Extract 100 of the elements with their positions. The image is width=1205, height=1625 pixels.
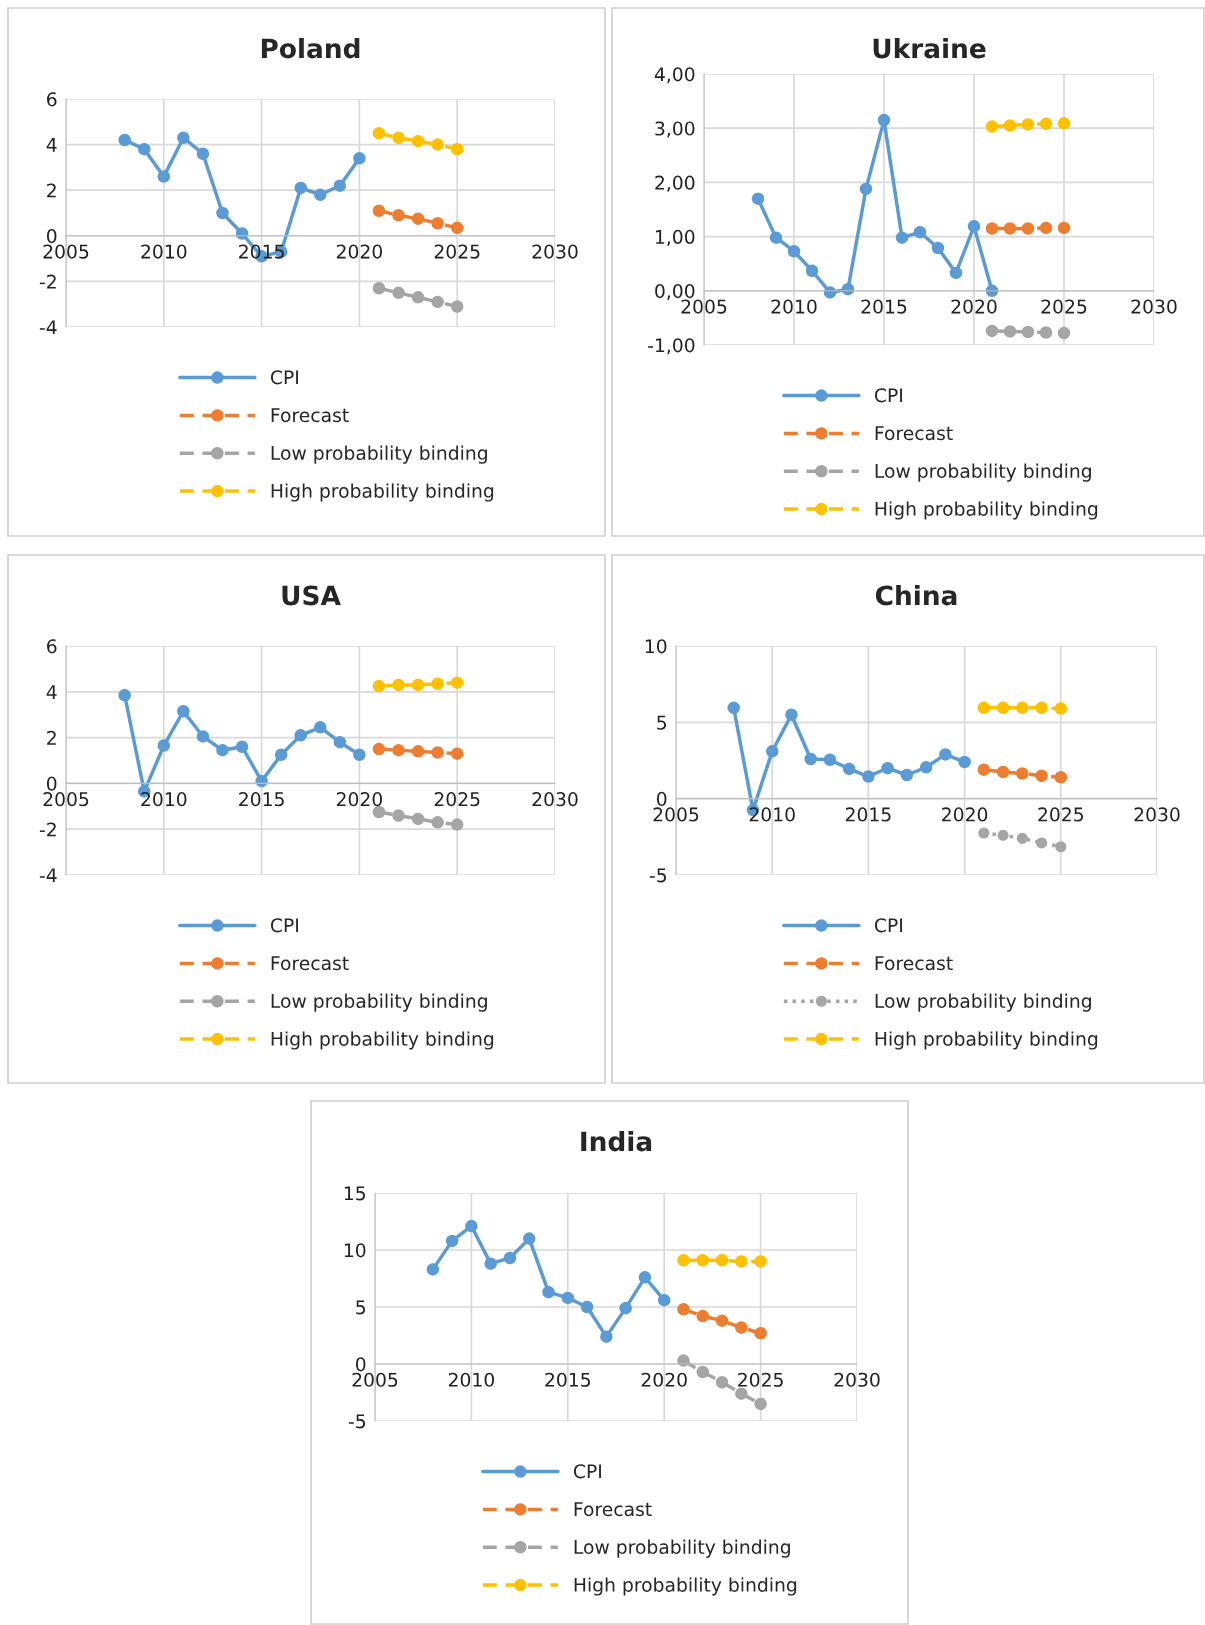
y-tick-label: 15 — [344, 1186, 366, 1201]
x-tick-label: 2030 — [532, 792, 578, 807]
point — [1039, 326, 1053, 339]
y-tick-label: 10 — [645, 639, 667, 654]
legend-label: Forecast — [875, 426, 953, 441]
point — [735, 1255, 748, 1268]
point — [842, 762, 856, 776]
chart-title: India — [581, 1130, 652, 1152]
y-tick-label: 6 — [47, 92, 57, 107]
point — [715, 1375, 729, 1389]
point — [314, 721, 327, 734]
point — [431, 677, 444, 691]
point — [785, 708, 798, 721]
y-tick-label: 3,00 — [655, 121, 695, 138]
x-tick-label: 2005 — [43, 244, 89, 259]
point — [157, 739, 171, 752]
point — [967, 220, 981, 233]
point — [235, 740, 249, 754]
legend-label: CPI — [874, 918, 902, 933]
point — [997, 829, 1009, 841]
x-tick-label: 2030 — [1134, 807, 1180, 822]
point — [985, 222, 999, 235]
x-tick-label: 2020 — [641, 1372, 687, 1387]
point — [411, 212, 425, 225]
point — [333, 735, 347, 749]
point — [735, 1387, 748, 1400]
point — [392, 809, 405, 822]
point — [392, 209, 405, 222]
point — [372, 742, 386, 756]
legend-label: Low probability binding — [875, 993, 1091, 1012]
x-tick-label: 2010 — [749, 807, 795, 822]
point — [294, 729, 307, 742]
x-tick-label: 2010 — [771, 299, 817, 314]
point — [580, 1300, 594, 1314]
point — [1057, 221, 1071, 235]
point — [450, 747, 464, 760]
y-tick-label: -1,00 — [648, 338, 695, 355]
point — [977, 763, 991, 776]
point — [561, 1291, 575, 1305]
point — [638, 1271, 652, 1284]
y-tick-label: 4,00 — [654, 67, 695, 84]
chart-title: Poland — [261, 37, 360, 59]
point — [196, 730, 210, 743]
point — [1016, 701, 1029, 715]
point — [255, 774, 268, 788]
y-tick-label: 1,00 — [655, 229, 695, 246]
point — [1035, 701, 1048, 715]
point — [372, 281, 386, 295]
point — [450, 300, 464, 313]
x-tick-label: 2020 — [942, 807, 988, 822]
point — [177, 131, 190, 145]
y-tick-label: 4 — [46, 685, 57, 699]
point — [503, 1251, 517, 1265]
point — [484, 1257, 497, 1270]
point — [372, 679, 386, 693]
point — [411, 745, 425, 758]
point — [754, 1326, 767, 1340]
point — [450, 142, 464, 156]
y-tick-label: 10 — [344, 1243, 366, 1258]
legend-label: CPI — [573, 1464, 601, 1479]
x-tick-label: 2015 — [845, 807, 891, 822]
point — [919, 761, 933, 774]
point — [157, 170, 171, 183]
point — [696, 1309, 710, 1323]
point — [216, 743, 229, 757]
legend-label: High probability binding — [574, 1577, 797, 1596]
point — [1039, 221, 1053, 235]
legend-label: Forecast — [271, 408, 349, 423]
point — [931, 241, 945, 255]
point — [177, 705, 190, 718]
legend-label: High probability binding — [875, 1031, 1098, 1050]
point — [900, 768, 914, 782]
point — [431, 217, 444, 230]
point — [445, 1234, 459, 1248]
point — [1057, 326, 1071, 340]
x-tick-label: 2030 — [1131, 299, 1177, 314]
point — [1021, 118, 1035, 131]
legend-label: Forecast — [574, 1502, 652, 1517]
point — [805, 264, 819, 277]
y-tick-label: -5 — [649, 868, 667, 883]
x-tick-label: 2015 — [861, 299, 907, 314]
point — [411, 812, 425, 826]
point — [431, 138, 444, 151]
legend-label: Low probability binding — [271, 993, 487, 1012]
point — [392, 743, 405, 757]
point — [881, 761, 894, 775]
x-tick-label: 2025 — [434, 792, 480, 807]
point — [657, 1293, 671, 1307]
point — [294, 181, 307, 195]
point — [958, 755, 971, 769]
point — [715, 1254, 729, 1267]
point — [823, 753, 837, 766]
x-tick-label: 2005 — [43, 792, 89, 807]
y-tick-label: 6 — [47, 639, 57, 654]
point — [677, 1303, 690, 1316]
chart-title: China — [875, 584, 957, 606]
point — [978, 827, 990, 839]
y-tick-label: 0 — [656, 791, 667, 807]
x-tick-label: 2005 — [681, 299, 727, 314]
x-tick-label: 2030 — [834, 1372, 880, 1387]
